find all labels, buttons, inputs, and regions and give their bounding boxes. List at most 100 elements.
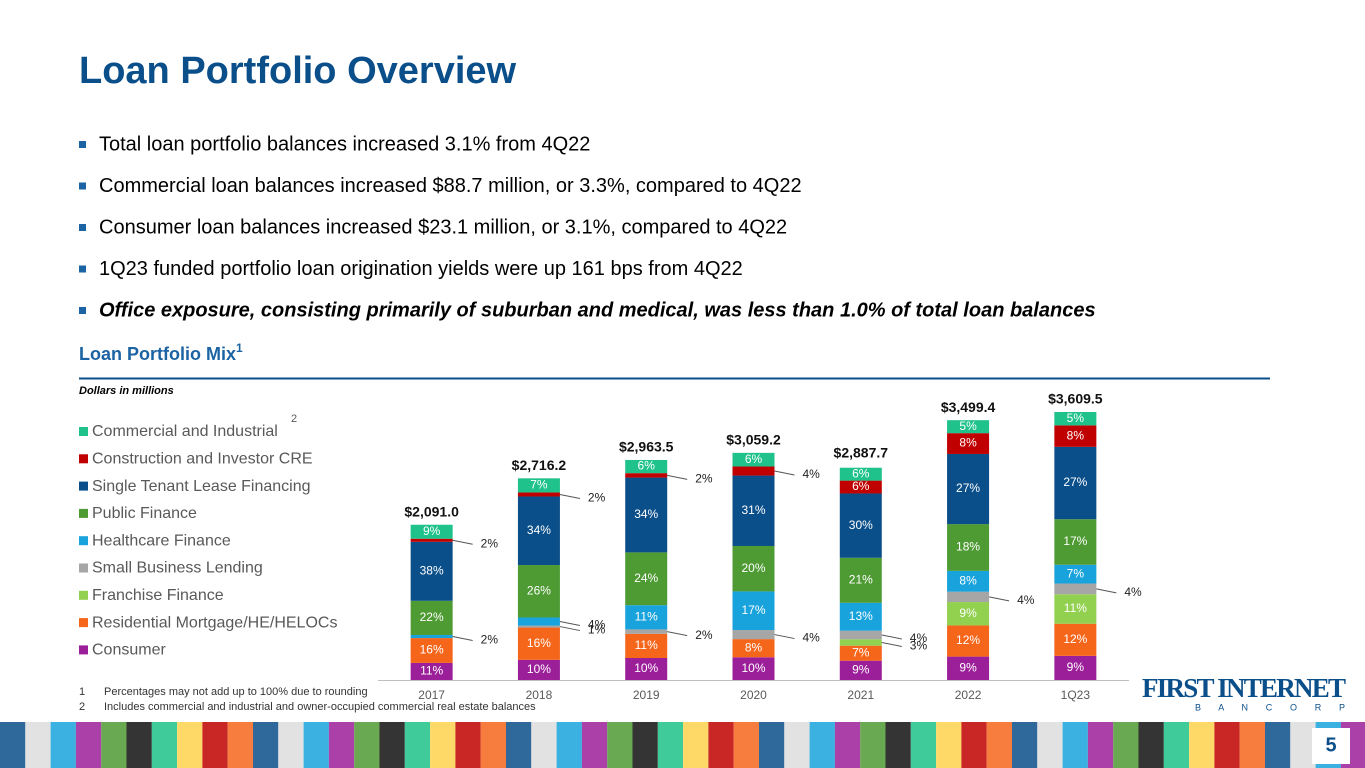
bar-segment bbox=[517, 478, 560, 493]
legend-label: Single Tenant Lease Financing bbox=[92, 478, 311, 495]
footer-tile bbox=[50, 722, 76, 768]
footer-tile bbox=[834, 722, 861, 768]
section-title-text: Loan Portfolio Mix bbox=[79, 344, 236, 364]
callout-label: 3% bbox=[910, 639, 928, 653]
segment-label: 34% bbox=[634, 507, 658, 521]
footer-tile bbox=[1290, 722, 1316, 768]
segment-label: 11% bbox=[635, 638, 658, 652]
bullet-marker bbox=[79, 182, 86, 190]
segment-label: 22% bbox=[420, 610, 444, 624]
footer-tile bbox=[177, 722, 203, 768]
footer-tile bbox=[683, 722, 709, 768]
bar-segment bbox=[839, 557, 882, 603]
legend-label: Public Finance bbox=[92, 505, 197, 522]
segment-label: 18% bbox=[956, 540, 980, 554]
callout-line bbox=[667, 631, 688, 637]
callout-label: 2% bbox=[481, 536, 499, 550]
segment-label: 27% bbox=[1063, 475, 1087, 489]
bar-segment bbox=[839, 480, 882, 494]
footnote-text: Percentages may not add up to 100% due t… bbox=[104, 686, 368, 698]
segment-label: 8% bbox=[745, 640, 763, 654]
callout-line bbox=[559, 621, 581, 627]
segment-label: 30% bbox=[849, 518, 873, 532]
footer-tile bbox=[1214, 722, 1240, 768]
bar-segment bbox=[732, 452, 775, 467]
footer-tile bbox=[328, 722, 355, 768]
bar-segment bbox=[517, 659, 560, 680]
bar-segment bbox=[1054, 655, 1097, 680]
bar-segment bbox=[625, 629, 668, 634]
segment-label: 16% bbox=[527, 636, 551, 650]
footer-tile bbox=[1265, 722, 1291, 768]
footer-tile bbox=[657, 722, 684, 768]
segment-label: 13% bbox=[849, 609, 873, 623]
callout-line bbox=[452, 636, 473, 642]
footer-tile bbox=[1062, 722, 1088, 768]
footer-tile bbox=[556, 722, 582, 768]
footer-tile bbox=[910, 722, 937, 768]
bar-segment bbox=[732, 475, 775, 546]
legend-label: Consumer bbox=[92, 642, 166, 659]
legend-swatch bbox=[79, 590, 88, 600]
segment-label: 8% bbox=[1067, 428, 1085, 442]
bar-segment bbox=[839, 630, 882, 640]
segment-label: 26% bbox=[527, 583, 551, 597]
bar-segment bbox=[839, 467, 882, 481]
x-tick-label: 2019 bbox=[633, 688, 660, 702]
footer-tile bbox=[708, 722, 734, 768]
bar-segment bbox=[947, 625, 990, 657]
bullet-marker bbox=[79, 141, 86, 148]
footer-tile bbox=[531, 722, 557, 768]
footer-tile bbox=[961, 722, 987, 768]
segment-label: 16% bbox=[420, 643, 444, 657]
segment-label: 9% bbox=[423, 524, 441, 538]
bar-segment bbox=[1054, 583, 1097, 595]
bar-segment bbox=[410, 638, 453, 663]
bullet-marker bbox=[79, 224, 86, 231]
footer-tile bbox=[101, 722, 127, 768]
footer-strip bbox=[0, 722, 1365, 768]
total-label: $2,963.5 bbox=[619, 439, 674, 455]
bar-segment bbox=[1054, 623, 1097, 656]
bar-segment bbox=[732, 639, 775, 658]
segment-label: 9% bbox=[959, 660, 977, 674]
bar-segment bbox=[517, 496, 560, 566]
x-tick-label: 2021 bbox=[847, 688, 874, 702]
bar-segment bbox=[625, 477, 668, 553]
footer-tile bbox=[885, 722, 911, 768]
legend-swatch bbox=[79, 645, 88, 655]
callout-line bbox=[774, 634, 795, 640]
segment-label: 24% bbox=[634, 571, 658, 585]
total-label: $3,609.5 bbox=[1048, 391, 1103, 407]
footer-tile bbox=[733, 722, 759, 768]
legend-label: Construction and Investor CRE bbox=[92, 451, 313, 468]
logo-sub: B A N C O R P bbox=[1195, 702, 1345, 712]
legend-swatch bbox=[79, 618, 88, 628]
segment-label: 21% bbox=[849, 572, 873, 586]
bar-segment bbox=[517, 625, 560, 628]
footer-tile bbox=[404, 722, 431, 768]
segment-label: 11% bbox=[1064, 601, 1087, 615]
callout-line bbox=[1096, 588, 1117, 594]
total-label: $2,091.0 bbox=[404, 503, 459, 519]
footer-tile bbox=[936, 722, 962, 768]
segment-label: 12% bbox=[1063, 632, 1087, 646]
footnote-text: Includes commercial and industrial and o… bbox=[104, 701, 536, 713]
callout-line bbox=[559, 626, 581, 632]
bar-segment bbox=[410, 634, 453, 639]
callout-line bbox=[988, 596, 1010, 602]
callout-label: 1% bbox=[588, 623, 606, 637]
bar-segment bbox=[947, 602, 990, 626]
footer-tile bbox=[480, 722, 506, 768]
bar-segment bbox=[839, 639, 882, 646]
bar-segment bbox=[625, 633, 668, 658]
bar-segment bbox=[947, 570, 990, 592]
footer-tile bbox=[1012, 722, 1038, 768]
footer-tile bbox=[126, 722, 152, 768]
total-label: $3,499.4 bbox=[941, 399, 996, 415]
footer-tile bbox=[1239, 722, 1265, 768]
section-title: Loan Portfolio Mix1 bbox=[79, 341, 243, 364]
footer-tile bbox=[1113, 722, 1139, 768]
segment-label: 7% bbox=[852, 645, 870, 659]
segment-label: 38% bbox=[420, 563, 444, 577]
